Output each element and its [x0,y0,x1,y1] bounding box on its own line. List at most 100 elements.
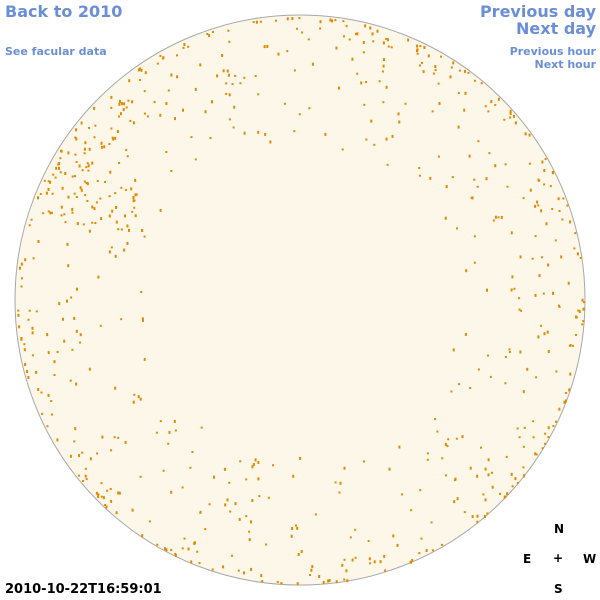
facula [252,21,255,23]
facula [143,112,146,115]
facula [297,553,300,556]
facula [368,557,371,561]
facula [511,485,514,488]
facula [514,121,517,125]
facula [94,124,97,127]
facula [275,19,277,22]
facula [416,52,419,55]
facula [437,82,440,85]
back-link[interactable]: Back to 2010 [5,2,123,21]
facula [86,182,89,186]
facula [345,569,348,573]
facula [109,488,112,490]
facula [419,64,421,67]
facula [258,495,261,498]
facula [103,145,106,149]
facula [473,261,476,264]
facula [441,457,444,460]
facula [451,176,454,179]
facula [39,193,42,195]
facula [125,149,128,152]
facula [434,418,437,421]
facula [334,481,337,484]
facular-data-link[interactable]: See facular data [5,45,107,58]
facula [455,437,458,440]
facula [458,383,461,386]
next-day-link[interactable]: Next day [516,19,596,38]
facula [534,452,537,456]
facula [255,20,258,24]
facula [42,212,45,215]
facula [528,133,531,137]
facula [541,256,543,259]
facula [526,367,529,371]
facula [369,562,372,565]
facula [198,562,201,565]
facula [552,425,555,427]
facula [463,511,466,514]
facula [265,543,268,546]
facula [141,534,144,538]
facula [239,460,242,463]
facula [458,69,461,72]
facula [51,192,54,195]
facula [464,332,467,336]
facula [575,316,578,319]
previous-day-link[interactable]: Previous day [479,2,596,21]
facula [223,467,226,471]
facula [335,580,338,584]
facula [227,73,230,77]
facula [441,543,444,546]
facula [567,281,570,285]
facula [457,92,460,94]
facula [318,575,321,578]
facula [131,210,134,213]
facula [117,436,120,439]
facula [354,556,357,559]
facula [79,341,82,344]
facula [208,503,211,506]
next-hour-link[interactable]: Next hour [534,58,597,71]
facula [555,420,557,423]
facula [463,69,466,73]
facula [296,582,299,586]
facula [24,258,27,262]
facula [307,38,310,41]
facula [469,387,472,389]
facula [398,120,401,124]
facula [82,223,85,226]
facula [181,486,184,489]
facula [28,224,31,227]
facula [20,262,23,266]
facula [47,180,50,183]
facula [83,152,86,155]
facula [440,55,442,58]
facula [391,134,394,138]
facula [487,354,489,357]
facula [110,127,113,130]
facula [280,582,283,585]
facula [131,100,134,104]
facula [139,67,141,71]
facula [520,309,523,312]
facula [427,54,430,58]
facula [170,170,173,172]
facula [74,175,76,178]
previous-hour-link[interactable]: Previous hour [509,45,596,58]
facula [362,51,365,54]
facula [407,38,410,42]
facula [563,400,566,404]
facula [18,325,21,329]
facula [385,37,388,40]
facula [134,193,137,197]
facula [277,52,280,56]
facula [555,370,558,373]
facula [489,375,492,378]
facula [456,497,459,501]
facula [260,574,263,578]
facula [137,68,140,72]
facula [144,71,147,75]
facula [505,455,508,458]
facula [524,132,527,136]
